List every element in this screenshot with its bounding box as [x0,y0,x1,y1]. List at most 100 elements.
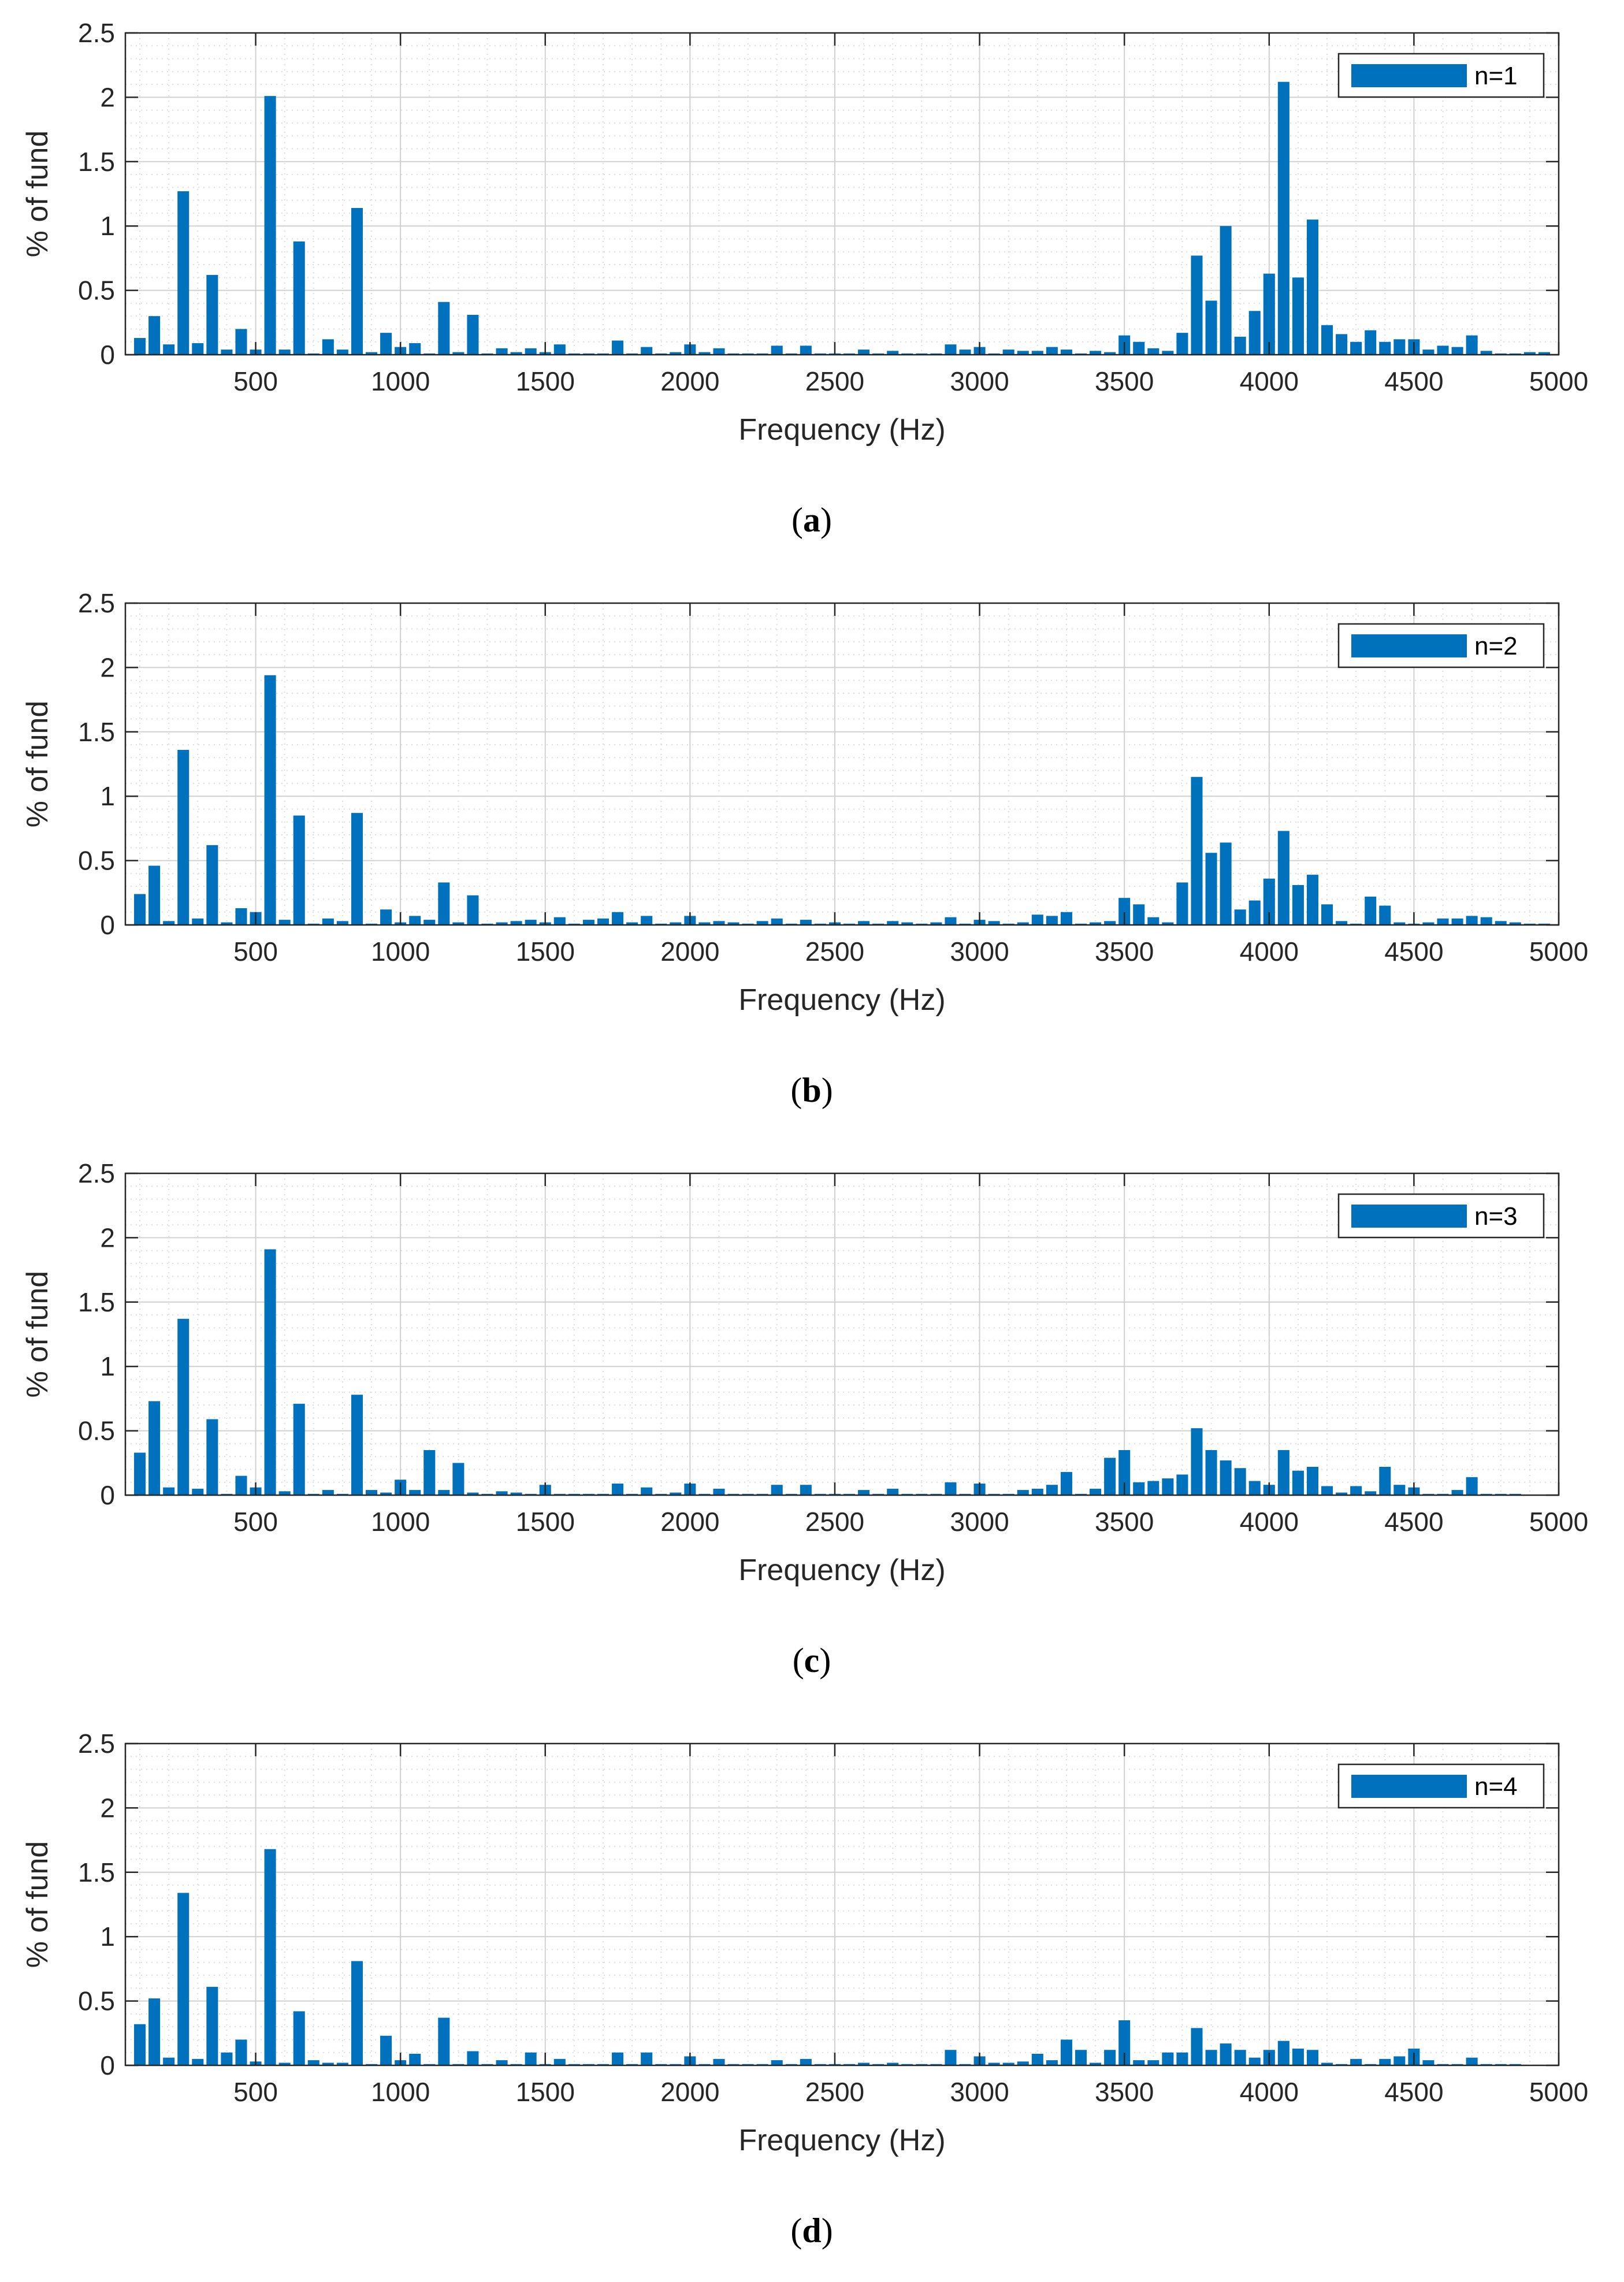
bar [235,329,247,355]
bar [1422,2060,1435,2065]
bar [1176,882,1188,925]
bar [771,345,783,355]
bar [887,351,899,355]
y-tick-label: 1.5 [78,1287,115,1317]
bar [858,350,870,355]
bar [177,1318,189,1495]
bar [1060,2039,1072,2065]
bar [612,2052,624,2065]
bar [1248,900,1261,925]
y-axis-label: % of fund [21,1841,54,1968]
bar [1133,1482,1145,1495]
bar [1277,831,1289,925]
bar [1336,334,1348,355]
bar [582,920,594,925]
x-tick-label: 500 [233,936,278,967]
bar [192,918,204,925]
panel-caption-letter: d [802,2212,821,2250]
bar [525,348,537,355]
bar [698,922,711,925]
major-grid [125,1744,1559,2065]
bar [800,920,812,925]
y-tick-label: 0 [100,340,115,370]
bar [1234,2050,1246,2065]
legend-label: n=2 [1474,632,1518,660]
bar [423,1450,436,1495]
bar-series [134,1249,1521,1495]
bar [409,2053,421,2065]
bar [163,1487,175,1495]
bar [553,2058,566,2065]
bar [1437,345,1449,355]
axes-frame [124,1742,1560,2067]
bar [1248,2057,1261,2065]
bar [134,2024,146,2065]
bar [1176,2052,1188,2065]
bar [1538,352,1550,355]
bar [1321,2062,1333,2065]
bar [452,922,464,925]
bar [1205,1450,1217,1495]
plot-area [125,1173,1559,1495]
bar [1451,918,1463,925]
y-tick-label: 2.5 [78,18,115,48]
bar [1104,352,1116,355]
bar [1162,2052,1174,2065]
chart-svg: 500 1000 1500 2000 2500 3000 3500 4000 4500 5000 0… [21,1729,1588,2250]
bar [1306,875,1318,925]
bar [293,1403,305,1495]
y-tick-label: 1.5 [78,147,115,177]
bar [409,343,421,355]
x-tick-label: 2500 [805,1507,864,1537]
bar [293,2011,305,2065]
bar-series [134,1849,1521,2065]
x-tick-label: 5000 [1529,366,1588,396]
bar [1379,905,1391,925]
bar [1451,347,1463,355]
tick-marks [125,1172,1560,1496]
axes-frame [124,602,1560,926]
bar [771,1485,783,1495]
x-tick-label: 3500 [1095,936,1154,967]
bar [322,1490,334,1495]
bar [1191,776,1203,925]
bar [930,922,942,925]
bar [148,1401,161,1495]
x-tick-label: 3500 [1095,2077,1154,2107]
panel-caption: (a) [791,501,832,539]
bar [1090,1488,1102,1495]
bar [1133,904,1145,925]
bar [163,921,175,925]
bar [1350,2058,1362,2065]
bar [1306,2050,1318,2065]
bar [1017,2061,1029,2065]
bar [322,339,334,355]
bar [1379,2058,1391,2065]
x-tick-label: 3000 [950,2077,1009,2107]
bar [887,1488,899,1495]
bar [945,917,957,925]
bar [351,1961,363,2065]
y-tick-label: 0.5 [78,1416,115,1446]
bar [510,921,522,925]
tick-marks [125,1742,1560,2067]
bar [366,352,378,355]
bar [553,917,566,925]
bar [1090,351,1102,355]
bar [553,344,566,355]
bar [698,352,711,355]
bar [1495,921,1507,925]
panel-caption: (b) [790,1071,833,1109]
bar [1002,350,1014,355]
y-tick-label: 1.5 [78,717,115,747]
chart-panel-b: 500 1000 1500 2000 2500 3000 3500 4000 4500 5000 0… [0,570,1624,1140]
x-tick-label: 1500 [516,2077,575,2107]
panel-caption-letter: b [802,1071,821,1109]
axes-frame [124,1172,1560,1496]
bar [1292,2049,1304,2065]
bar [278,2062,291,2065]
bar [1277,2041,1289,2065]
y-tick-label: 0 [100,910,115,940]
bar [307,2060,319,2065]
y-tick-label: 2.5 [78,1158,115,1188]
